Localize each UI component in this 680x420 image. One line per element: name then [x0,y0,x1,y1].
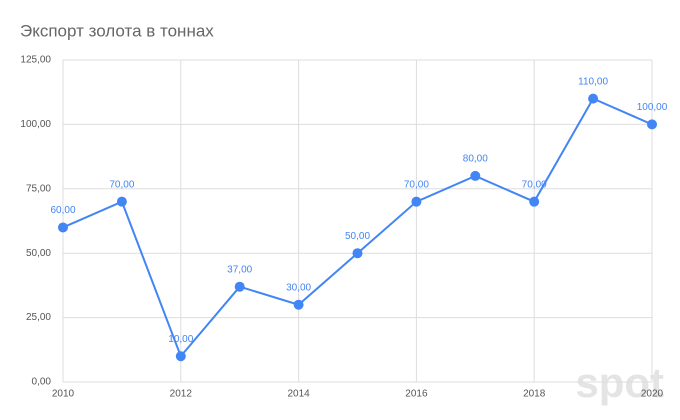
point [58,222,68,233]
point [175,351,186,362]
y-tick-label: 50,00 [26,248,51,259]
y-tick-label: 0,00 [32,377,52,388]
point [234,281,245,292]
x-tick-label: 2018 [523,389,546,400]
point [293,299,304,310]
data-label: 80,00 [463,154,488,165]
data-label: 10,00 [168,334,193,345]
data-label: 110,00 [578,76,608,87]
x-tick-label: 2016 [405,389,428,400]
point [352,248,363,259]
data-label: 60,00 [50,205,75,216]
point [588,93,599,104]
data-label: 50,00 [345,231,370,242]
point [529,196,540,207]
y-tick-label: 125,00 [20,55,51,66]
data-label: 100,00 [637,102,668,113]
y-tick-label: 100,00 [20,119,51,130]
point [411,196,422,207]
point [647,119,657,130]
data-label: 37,00 [227,264,252,275]
x-tick-label: 2020 [641,389,664,400]
data-label: 70,00 [404,179,429,190]
x-tick-label: 2010 [52,389,75,400]
watermark: spot [575,359,664,406]
data-label: 30,00 [286,282,311,293]
point [470,170,481,181]
y-tick-label: 75,00 [26,183,51,194]
data-label: 70,00 [522,179,547,190]
chart-title: Экспорт золота в тоннах [20,21,214,40]
y-tick-label: 25,00 [26,312,51,323]
x-tick-label: 2012 [170,389,193,400]
x-tick-label: 2014 [287,389,310,400]
data-label: 70,00 [109,179,134,190]
point [116,196,127,207]
